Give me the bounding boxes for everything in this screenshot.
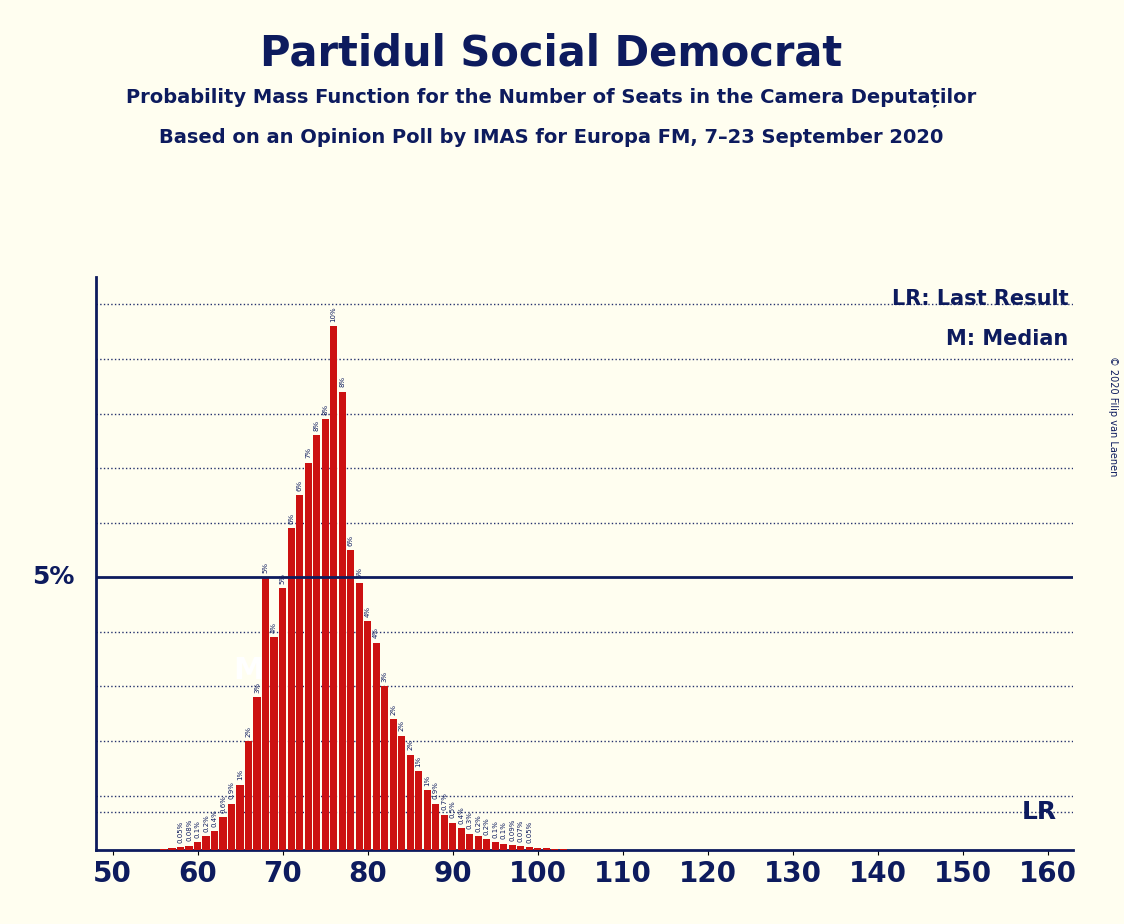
Bar bbox=[288, 529, 294, 850]
Bar bbox=[219, 818, 227, 850]
Text: 6%: 6% bbox=[288, 513, 294, 524]
Text: 0.3%: 0.3% bbox=[466, 811, 473, 830]
Text: 0.6%: 0.6% bbox=[220, 796, 226, 813]
Bar bbox=[407, 755, 414, 850]
Bar bbox=[296, 495, 303, 850]
Bar bbox=[169, 848, 175, 850]
Bar bbox=[176, 847, 184, 850]
Bar bbox=[381, 687, 388, 850]
Text: M: Median: M: Median bbox=[946, 329, 1069, 348]
Bar bbox=[245, 741, 252, 850]
Bar bbox=[415, 771, 423, 850]
Text: 0.07%: 0.07% bbox=[518, 820, 524, 842]
Text: 10%: 10% bbox=[330, 307, 336, 322]
Text: 5%: 5% bbox=[356, 567, 362, 578]
Text: 0.05%: 0.05% bbox=[526, 821, 532, 843]
Bar bbox=[432, 804, 439, 850]
Text: M: M bbox=[234, 655, 264, 685]
Bar bbox=[372, 643, 380, 850]
Bar bbox=[551, 849, 559, 850]
Bar bbox=[202, 836, 210, 850]
Bar bbox=[398, 736, 406, 850]
Bar bbox=[160, 849, 167, 850]
Text: 8%: 8% bbox=[314, 419, 319, 432]
Text: Based on an Opinion Poll by IMAS for Europa FM, 7–23 September 2020: Based on an Opinion Poll by IMAS for Eur… bbox=[158, 128, 943, 147]
Bar bbox=[364, 621, 371, 850]
Bar bbox=[271, 638, 278, 850]
Bar bbox=[517, 846, 524, 850]
Text: 3%: 3% bbox=[254, 682, 260, 693]
Bar bbox=[254, 698, 261, 850]
Text: 2%: 2% bbox=[246, 725, 252, 736]
Bar bbox=[312, 435, 320, 850]
Text: 0.05%: 0.05% bbox=[178, 821, 183, 843]
Bar bbox=[534, 848, 542, 850]
Text: 0.08%: 0.08% bbox=[187, 819, 192, 842]
Bar bbox=[500, 844, 507, 850]
Text: 2%: 2% bbox=[390, 704, 396, 715]
Bar bbox=[194, 842, 201, 850]
Bar bbox=[347, 550, 354, 850]
Text: 0.5%: 0.5% bbox=[450, 801, 455, 819]
Text: 0.1%: 0.1% bbox=[194, 820, 200, 837]
Text: 6%: 6% bbox=[297, 480, 302, 491]
Bar bbox=[321, 419, 328, 850]
Text: 4%: 4% bbox=[373, 627, 379, 638]
Text: 8%: 8% bbox=[339, 376, 345, 387]
Bar bbox=[211, 831, 218, 850]
Text: 5%: 5% bbox=[263, 562, 269, 573]
Bar bbox=[185, 845, 192, 850]
Text: 1%: 1% bbox=[237, 769, 243, 780]
Text: 5%: 5% bbox=[280, 573, 285, 584]
Bar bbox=[491, 842, 499, 850]
Bar bbox=[279, 589, 287, 850]
Bar bbox=[508, 845, 516, 850]
Text: 0.9%: 0.9% bbox=[228, 782, 235, 799]
Text: 0.4%: 0.4% bbox=[459, 806, 464, 824]
Bar bbox=[466, 833, 473, 850]
Text: 6%: 6% bbox=[347, 534, 354, 546]
Text: 0.1%: 0.1% bbox=[500, 821, 507, 839]
Bar bbox=[338, 392, 346, 850]
Bar bbox=[483, 839, 490, 850]
Bar bbox=[560, 849, 566, 850]
Text: 2%: 2% bbox=[399, 720, 405, 731]
Bar bbox=[450, 822, 456, 850]
Text: 0.4%: 0.4% bbox=[211, 808, 218, 827]
Text: 2%: 2% bbox=[407, 739, 414, 750]
Bar bbox=[236, 784, 244, 850]
Bar bbox=[441, 815, 447, 850]
Bar bbox=[355, 583, 363, 850]
Text: Probability Mass Function for the Number of Seats in the Camera Deputaților: Probability Mass Function for the Number… bbox=[126, 88, 976, 107]
Text: 3%: 3% bbox=[382, 671, 388, 682]
Bar bbox=[543, 848, 550, 850]
Bar bbox=[457, 828, 465, 850]
Bar bbox=[262, 578, 270, 850]
Text: 0.2%: 0.2% bbox=[475, 814, 481, 833]
Text: 0.2%: 0.2% bbox=[483, 817, 490, 834]
Text: 0.2%: 0.2% bbox=[203, 814, 209, 833]
Text: 4%: 4% bbox=[271, 622, 278, 633]
Bar bbox=[474, 836, 482, 850]
Text: LR: Last Result: LR: Last Result bbox=[892, 288, 1069, 309]
Text: 0.1%: 0.1% bbox=[492, 820, 498, 837]
Bar bbox=[305, 463, 311, 850]
Text: 0.9%: 0.9% bbox=[433, 782, 438, 799]
Bar bbox=[330, 326, 337, 850]
Text: 0.7%: 0.7% bbox=[442, 793, 447, 810]
Bar bbox=[228, 804, 235, 850]
Text: LR: LR bbox=[1022, 800, 1057, 824]
Text: Partidul Social Democrat: Partidul Social Democrat bbox=[260, 32, 842, 74]
Bar bbox=[390, 719, 397, 850]
Bar bbox=[526, 847, 533, 850]
Text: 8%: 8% bbox=[323, 404, 328, 415]
Text: 1%: 1% bbox=[424, 774, 430, 785]
Text: © 2020 Filip van Laenen: © 2020 Filip van Laenen bbox=[1108, 356, 1118, 476]
Text: 1%: 1% bbox=[416, 756, 422, 767]
Text: 0.09%: 0.09% bbox=[509, 819, 515, 841]
Text: 7%: 7% bbox=[305, 447, 311, 458]
Bar bbox=[424, 790, 430, 850]
Text: 4%: 4% bbox=[364, 605, 371, 616]
Text: 5%: 5% bbox=[31, 565, 74, 590]
